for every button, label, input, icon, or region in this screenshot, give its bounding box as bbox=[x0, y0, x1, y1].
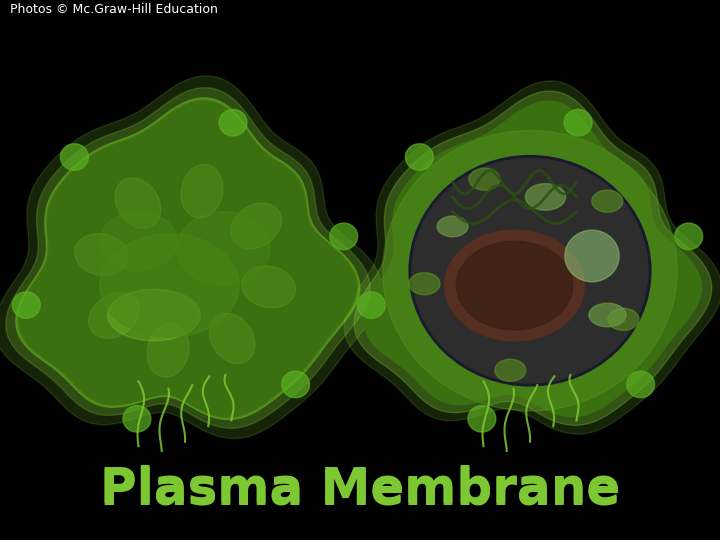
Polygon shape bbox=[19, 102, 356, 417]
Ellipse shape bbox=[495, 359, 526, 381]
Ellipse shape bbox=[626, 371, 654, 397]
Ellipse shape bbox=[12, 292, 40, 319]
Ellipse shape bbox=[468, 406, 496, 432]
Ellipse shape bbox=[210, 313, 255, 363]
Ellipse shape bbox=[565, 230, 619, 282]
Polygon shape bbox=[344, 81, 720, 434]
Ellipse shape bbox=[589, 303, 626, 327]
Ellipse shape bbox=[100, 212, 177, 271]
Ellipse shape bbox=[177, 212, 270, 286]
Ellipse shape bbox=[147, 323, 189, 377]
Ellipse shape bbox=[330, 223, 358, 249]
Ellipse shape bbox=[445, 230, 584, 341]
Ellipse shape bbox=[282, 371, 310, 397]
Ellipse shape bbox=[123, 406, 151, 432]
Polygon shape bbox=[364, 102, 701, 417]
Polygon shape bbox=[6, 87, 370, 428]
Ellipse shape bbox=[469, 168, 500, 190]
Ellipse shape bbox=[675, 223, 703, 249]
Ellipse shape bbox=[526, 184, 566, 210]
Ellipse shape bbox=[412, 158, 648, 383]
Ellipse shape bbox=[437, 216, 468, 237]
Ellipse shape bbox=[608, 308, 639, 330]
Ellipse shape bbox=[89, 293, 139, 339]
Ellipse shape bbox=[456, 241, 572, 330]
Ellipse shape bbox=[230, 203, 282, 249]
Ellipse shape bbox=[409, 273, 440, 295]
Ellipse shape bbox=[405, 144, 433, 170]
Polygon shape bbox=[354, 91, 712, 426]
Ellipse shape bbox=[219, 110, 247, 136]
Ellipse shape bbox=[592, 190, 623, 212]
Text: Photos © Mc.Graw-Hill Education: Photos © Mc.Graw-Hill Education bbox=[10, 3, 218, 16]
Ellipse shape bbox=[409, 156, 651, 386]
Ellipse shape bbox=[383, 131, 678, 411]
Text: Plasma Membrane: Plasma Membrane bbox=[100, 466, 620, 514]
Ellipse shape bbox=[357, 292, 385, 319]
Ellipse shape bbox=[100, 234, 239, 337]
Ellipse shape bbox=[75, 234, 128, 275]
Text: Plasma Membrane: Plasma Membrane bbox=[100, 464, 620, 512]
Ellipse shape bbox=[115, 178, 161, 228]
Polygon shape bbox=[0, 76, 382, 438]
Ellipse shape bbox=[60, 144, 89, 170]
Ellipse shape bbox=[181, 164, 223, 218]
Ellipse shape bbox=[564, 110, 592, 136]
Polygon shape bbox=[16, 98, 360, 420]
Ellipse shape bbox=[242, 266, 295, 308]
Ellipse shape bbox=[107, 289, 200, 341]
